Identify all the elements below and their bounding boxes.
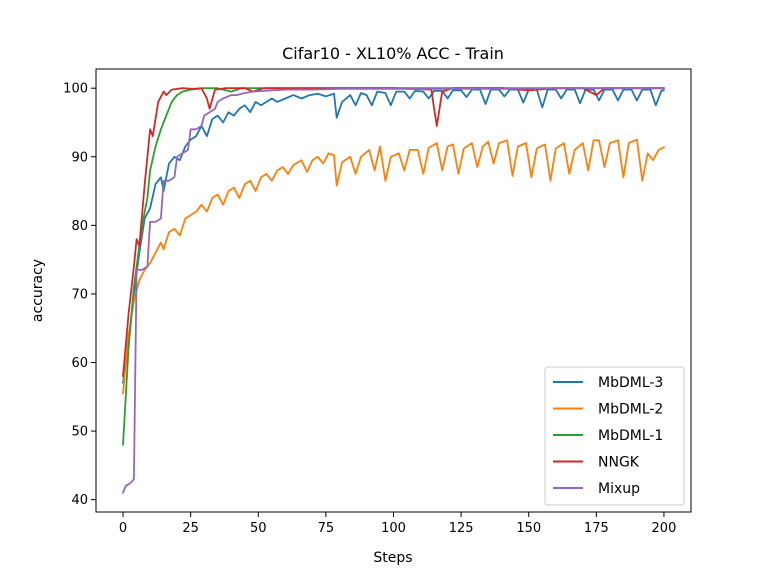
y-axis: 40 50 60 70 80 90 100 bbox=[63, 82, 96, 508]
x-tick-label: 75 bbox=[318, 521, 335, 536]
x-tick-label: 50 bbox=[250, 521, 267, 536]
y-tick-label: 60 bbox=[71, 356, 88, 371]
series-line-mbdml-2 bbox=[122, 138, 665, 395]
series-line-mixup bbox=[122, 87, 665, 494]
x-tick-label: 200 bbox=[652, 521, 677, 536]
legend-label-mbdml-3: MbDML-3 bbox=[598, 375, 663, 391]
x-tick-label: 175 bbox=[584, 521, 609, 536]
x-axis: 0 25 50 75 100 125 150 175 200 bbox=[119, 512, 676, 536]
x-tick-label: 25 bbox=[182, 521, 199, 536]
x-tick-label: 125 bbox=[449, 521, 474, 536]
y-tick-label: 50 bbox=[71, 425, 88, 440]
legend: MbDML-3 MbDML-2 MbDML-1 NNGK Mixup bbox=[544, 366, 685, 506]
legend-label-mbdml-2: MbDML-2 bbox=[598, 402, 663, 418]
chart-title: Cifar10 - XL10% ACC - Train bbox=[282, 44, 504, 63]
x-tick-label: 0 bbox=[119, 521, 127, 536]
series-line-nngk bbox=[122, 87, 665, 378]
y-tick-label: 100 bbox=[63, 82, 88, 97]
y-axis-label: accuracy bbox=[30, 259, 46, 322]
y-tick-label: 90 bbox=[71, 150, 88, 165]
legend-box bbox=[544, 366, 685, 506]
x-axis-label: Steps bbox=[373, 550, 412, 566]
legend-label-nngk: NNGK bbox=[598, 455, 640, 471]
y-tick-label: 80 bbox=[71, 219, 88, 234]
legend-label-mbdml-1: MbDML-1 bbox=[598, 428, 663, 444]
legend-label-mixup: Mixup bbox=[598, 481, 640, 497]
x-tick-label: 100 bbox=[381, 521, 406, 536]
series-layer bbox=[122, 87, 665, 494]
x-tick-label: 150 bbox=[516, 521, 541, 536]
y-tick-label: 40 bbox=[71, 493, 88, 508]
y-tick-label: 70 bbox=[71, 287, 88, 302]
